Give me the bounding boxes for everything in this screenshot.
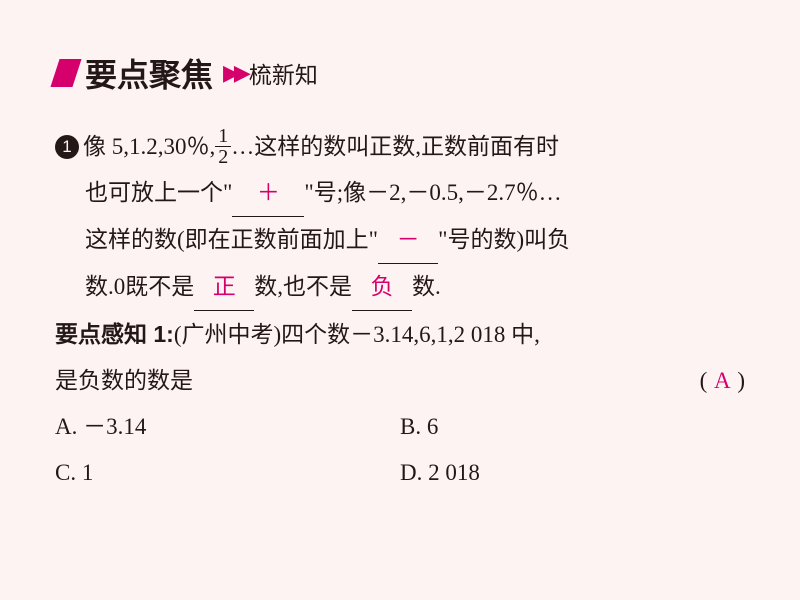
text: "号;像－2,－0.5,－2.7％…	[304, 180, 561, 205]
paren-left: (	[700, 368, 708, 393]
sense-question: 是负数的数是	[55, 368, 193, 393]
answer-paren: (A)	[700, 358, 745, 404]
text: …这样的数叫正数,正数前面有时	[231, 134, 559, 159]
blank-zheng: 正	[194, 264, 254, 311]
section-header: 要点聚焦 ▶▶ 梳新知	[55, 50, 745, 96]
answer-letter: A	[707, 358, 737, 404]
choice-b: B. 6	[400, 404, 745, 450]
item-1-line-3: 这样的数(即在正数前面加上"－"号的数)叫负	[55, 217, 745, 264]
item-1-line-1: 1像 5,1.2,30％,12…这样的数叫正数,正数前面有时	[55, 124, 745, 170]
blank-plus: ＋	[232, 170, 304, 217]
blank-minus: －	[378, 217, 438, 264]
header-accent-icon	[50, 59, 81, 87]
page: 要点聚焦 ▶▶ 梳新知 1像 5,1.2,30％,12…这样的数叫正数,正数前面…	[0, 0, 800, 600]
header-subtitle: 梳新知	[249, 56, 318, 90]
sense-1-line-2: 是负数的数是 (A)	[55, 358, 745, 404]
fraction-denominator: 2	[215, 147, 231, 167]
choice-a: A. －3.14	[55, 404, 400, 450]
text: 这样的数(即在正数前面加上"	[85, 227, 378, 252]
text: 数.0既不是	[85, 274, 194, 299]
fraction-numerator: 1	[215, 126, 231, 147]
header-title: 要点聚焦	[85, 50, 213, 96]
text: 数,也不是	[254, 274, 352, 299]
sense-label: 要点感知 1:	[55, 321, 174, 347]
content-block: 1像 5,1.2,30％,12…这样的数叫正数,正数前面有时 也可放上一个"＋"…	[55, 124, 745, 496]
paren-right: )	[737, 368, 745, 393]
text: 也可放上一个"	[85, 180, 232, 205]
item-1-line-2: 也可放上一个"＋"号;像－2,－0.5,－2.7％…	[55, 170, 745, 217]
text: 数.	[412, 274, 441, 299]
fraction-half: 12	[215, 126, 231, 167]
blank-fu: 负	[352, 264, 412, 311]
bullet-1-icon: 1	[55, 135, 79, 159]
choices-row-1: A. －3.14 B. 6	[55, 404, 745, 450]
choices-row-2: C. 1 D. 2 018	[55, 450, 745, 496]
choice-d: D. 2 018	[400, 450, 745, 496]
text: 像 5,1.2,30％,	[83, 134, 215, 159]
sense-1-line-1: 要点感知 1:(广州中考)四个数－3.14,6,1,2 018 中,	[55, 311, 745, 358]
sense-source: (广州中考)四个数－3.14,6,1,2 018 中,	[174, 322, 540, 347]
item-1-line-4: 数.0既不是正数,也不是负数.	[55, 264, 745, 311]
choice-c: C. 1	[55, 450, 400, 496]
double-arrow-icon: ▶▶	[223, 60, 245, 86]
text: "号的数)叫负	[438, 227, 570, 252]
